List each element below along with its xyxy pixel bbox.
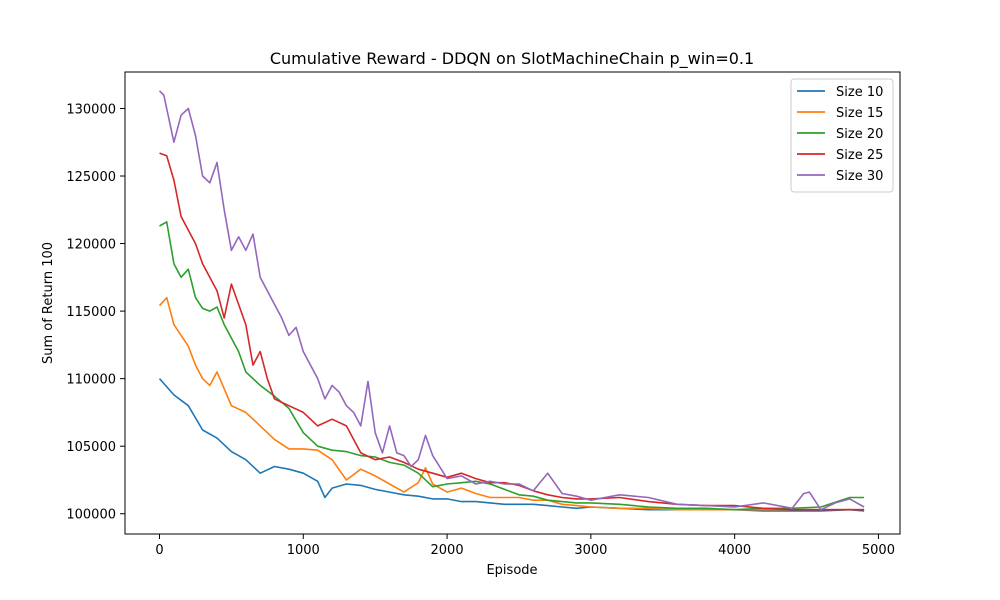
legend-label: Size 30 (836, 169, 883, 184)
y-tick-label: 105000 (66, 440, 116, 455)
x-tick-label: 3000 (574, 543, 607, 558)
plot-lines (158, 90, 865, 512)
x-tick-label: 1000 (287, 543, 320, 558)
legend: Size 10 Size 15 Size 20 Size 25 Size 30 (790, 78, 894, 193)
y-tick-label: 100000 (66, 508, 116, 523)
series-line-size-30 (158, 90, 865, 511)
chart-title: Cumulative Reward - DDQN on SlotMachineC… (270, 49, 754, 69)
x-tick-label: 4000 (718, 543, 751, 558)
legend-box (790, 78, 894, 193)
x-axis-label: Episode (486, 563, 537, 578)
y-tick-label: 130000 (66, 102, 116, 117)
y-tick-label: 110000 (66, 373, 116, 388)
x-axis: 0 1000 2000 3000 4000 5000 (155, 534, 895, 558)
y-axis: 100000 105000 110000 115000 120000 125000 1300… (66, 102, 125, 523)
y-tick-label: 120000 (66, 238, 116, 253)
x-tick-label: 5000 (862, 543, 895, 558)
legend-label: Size 20 (836, 127, 883, 142)
series-line-size-15 (158, 296, 865, 511)
y-axis-label: Sum of Return 100 (41, 242, 56, 364)
y-tick-label: 115000 (66, 305, 116, 320)
series-line-size-20 (159, 221, 865, 511)
legend-label: Size 10 (836, 85, 883, 100)
series-line-size-25 (159, 152, 865, 511)
y-tick-label: 125000 (66, 170, 116, 185)
x-tick-label: 2000 (431, 543, 464, 558)
plot-frame (124, 71, 901, 535)
legend-label: Size 15 (836, 106, 883, 121)
series-line-size-10 (158, 378, 865, 512)
legend-label: Size 25 (836, 148, 883, 163)
x-tick-label: 0 (155, 543, 163, 558)
